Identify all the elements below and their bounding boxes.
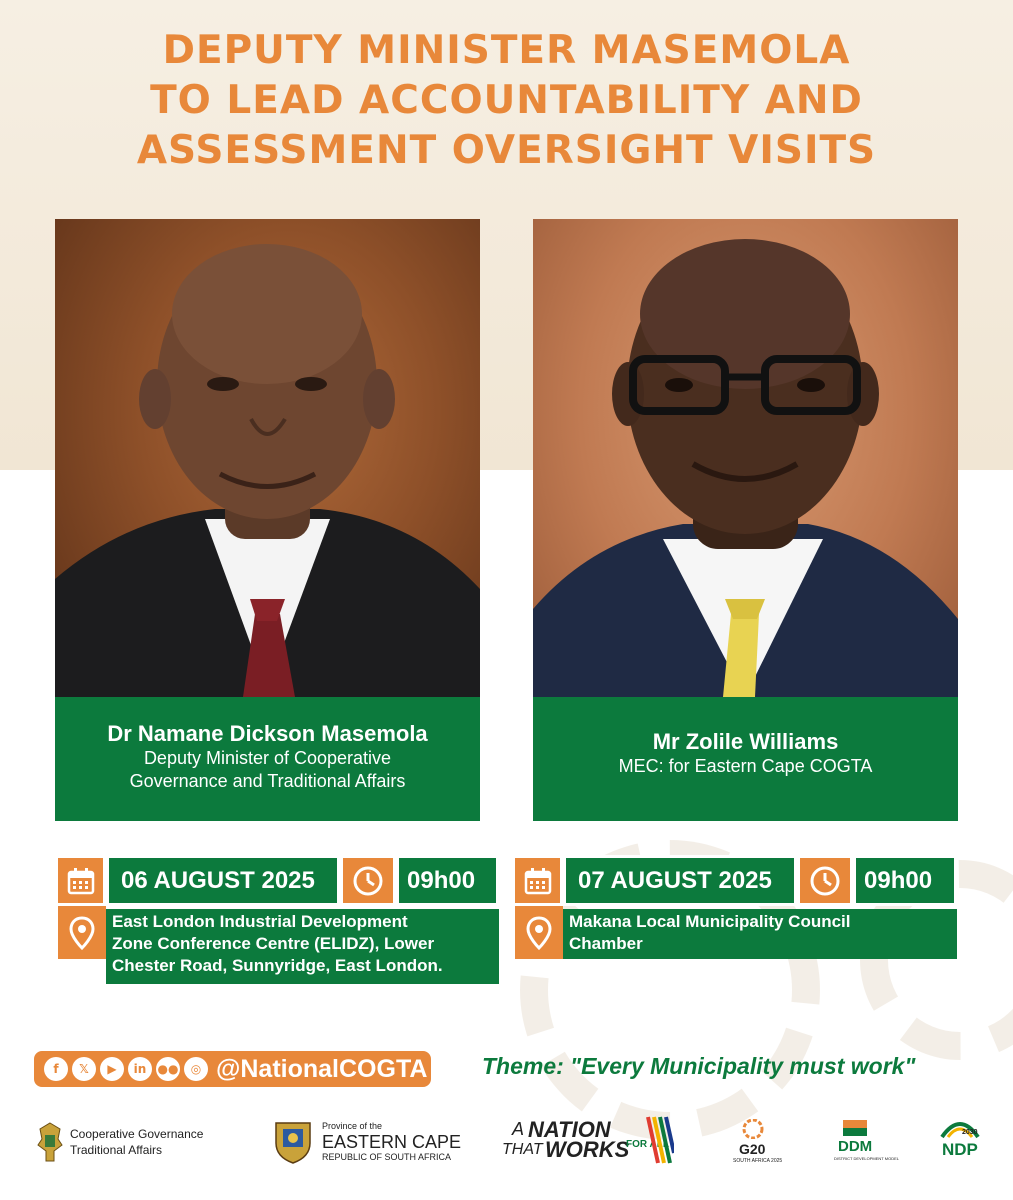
official-role: Deputy Minister of Cooperative	[143, 748, 392, 768]
ec-line3: REPUBLIC OF SOUTH AFRICA	[322, 1152, 452, 1162]
instagram-icon[interactable]: ◎	[184, 1057, 208, 1081]
nameplate-mec: Mr Zolile Williams MEC: for Eastern Cape…	[533, 697, 958, 821]
nation-word: NATION	[528, 1117, 611, 1142]
event-venue: Makana Local Municipality Council Chambe…	[563, 909, 957, 959]
venue-line: Zone Conference Centre (ELIDZ), Lower	[112, 934, 435, 953]
ddm-label: DDM	[838, 1138, 873, 1155]
linkedin-icon[interactable]: in	[128, 1057, 152, 1081]
cogta-line1: Cooperative Governance	[70, 1127, 204, 1141]
nation-that: THAT	[502, 1141, 543, 1158]
social-handle[interactable]: @NationalCOGTA	[216, 1054, 428, 1083]
event-time: 09h00	[853, 855, 957, 906]
facebook-icon[interactable]: f	[44, 1057, 68, 1081]
partner-logos: Cooperative Governance Traditional Affai…	[0, 1095, 1013, 1200]
coat-of-arms-icon	[37, 1122, 63, 1162]
event-date: 07 AUGUST 2025	[563, 855, 797, 906]
nation-forall: FOR ALL	[626, 1139, 669, 1150]
calendar-icon	[512, 855, 563, 906]
headline-line: ASSESSMENT OVERSIGHT VISITS	[136, 128, 877, 173]
headline-line: DEPUTY MINISTER MASEMOLA	[162, 28, 851, 73]
official-role: MEC: for Eastern Cape COGTA	[618, 756, 873, 776]
youtube-icon[interactable]: ▶	[100, 1057, 124, 1081]
x-icon[interactable]: 𝕏	[72, 1057, 96, 1081]
headline: DEPUTY MINISTER MASEMOLA TO LEAD ACCOUNT…	[20, 26, 993, 176]
venue-line: East London Industrial Development	[112, 912, 408, 931]
official-name: Mr Zolile Williams	[652, 729, 839, 754]
headline-line: TO LEAD ACCOUNTABILITY AND	[150, 78, 863, 123]
g20-label: G20	[739, 1141, 766, 1157]
event-date-text: 06 AUGUST 2025	[121, 866, 315, 894]
ddm-sub: DISTRICT DEVELOPMENT MODEL	[834, 1156, 899, 1161]
cogta-line2: Traditional Affairs	[70, 1143, 163, 1157]
location-pin-icon	[55, 906, 106, 959]
theme-text: Theme: "Every Municipality must work"	[482, 1053, 916, 1079]
ndp-label: NDP	[942, 1140, 978, 1159]
venue-line: Chamber	[569, 934, 643, 953]
location-pin-icon	[512, 906, 563, 959]
social-media-bar[interactable]: f 𝕏 ▶ in ●● ◎ @NationalCOGTA	[32, 1049, 433, 1089]
flag-stripes-icon	[646, 1116, 674, 1164]
calendar-icon	[55, 855, 106, 906]
official-role: Governance and Traditional Affairs	[129, 771, 406, 791]
event-date: 06 AUGUST 2025	[106, 855, 340, 906]
event-time: 09h00	[396, 855, 499, 906]
ddm-emblem-icon	[843, 1120, 867, 1136]
event-venue: East London Industrial Development Zone …	[106, 909, 499, 984]
venue-line: Chester Road, Sunnyridge, East London.	[112, 956, 443, 975]
ec-line2: EASTERN CAPE	[322, 1132, 462, 1152]
event-date-text: 07 AUGUST 2025	[578, 866, 772, 894]
flickr-icon[interactable]: ●●	[156, 1057, 180, 1081]
g20-sub: SOUTH AFRICA 2025	[733, 1158, 783, 1164]
nation-a: A	[512, 1119, 525, 1139]
clock-icon	[797, 855, 853, 906]
portrait-mec	[533, 219, 958, 697]
portrait-illustration	[55, 244, 480, 697]
g20-emblem-icon	[742, 1119, 764, 1139]
event-time-text: 09h00	[407, 866, 476, 894]
event-time-text: 09h00	[864, 866, 933, 894]
ndp-year: 2030	[962, 1129, 978, 1136]
ec-line1: Province of the	[322, 1121, 383, 1131]
eastern-cape-crest-icon	[275, 1122, 311, 1164]
portrait-deputy-minister	[55, 219, 480, 697]
ndp-emblem-icon	[940, 1122, 980, 1139]
portrait-illustration	[533, 239, 958, 697]
clock-icon	[340, 855, 396, 906]
nameplate-deputy-minister: Dr Namane Dickson Masemola Deputy Minist…	[55, 697, 480, 821]
official-name: Dr Namane Dickson Masemola	[107, 721, 428, 746]
nation-works: WORKS	[545, 1137, 630, 1162]
venue-line: Makana Local Municipality Council	[569, 912, 851, 931]
